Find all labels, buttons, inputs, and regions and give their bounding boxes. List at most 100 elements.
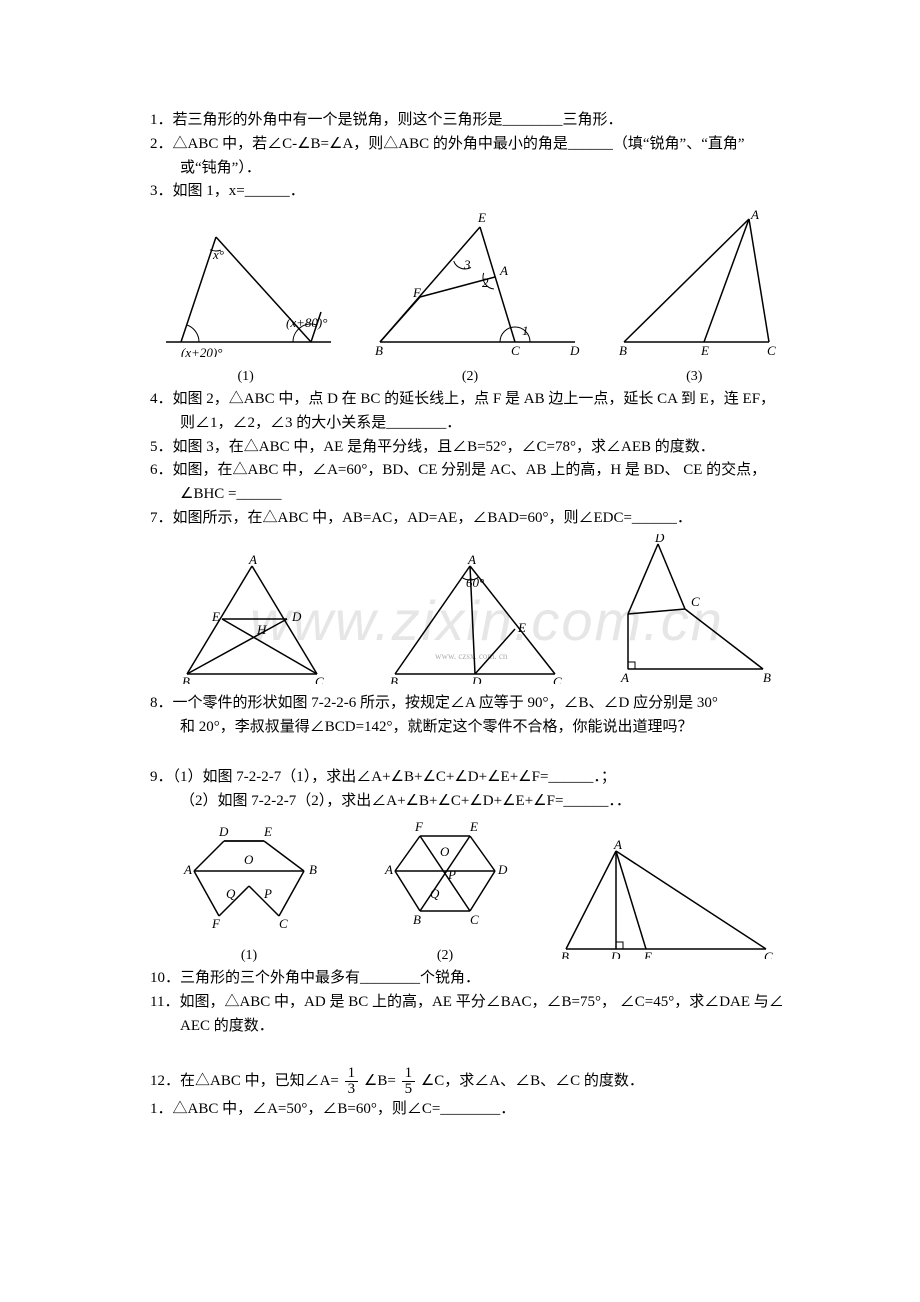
- svg-text:B: B: [619, 343, 627, 357]
- svg-text:A: A: [384, 862, 393, 877]
- svg-text:A: A: [467, 554, 476, 567]
- figure-1-1: x° (x+20)° (x+80)°: [161, 207, 331, 357]
- svg-text:D: D: [654, 534, 665, 545]
- q12a-span: 12．在△ABC 中，已知∠A=: [150, 1073, 339, 1089]
- svg-text:Q: Q: [226, 886, 236, 901]
- q6b-text: ∠BHC =______: [150, 484, 790, 506]
- svg-text:D: D: [569, 343, 580, 357]
- svg-text:C: C: [470, 912, 479, 927]
- svg-text:A: A: [750, 207, 759, 222]
- svg-text:H: H: [256, 622, 267, 637]
- svg-text:B: B: [182, 674, 190, 684]
- caption-3-1: (1): [164, 946, 334, 966]
- svg-text:x°: x°: [212, 247, 224, 262]
- q11b-text: AEC 的度数．: [150, 1016, 790, 1038]
- q2-text: 2．△ABC 中，若∠C-∠B=∠A，则△ABC 的外角中最小的角是______…: [150, 134, 790, 156]
- q9a-text: 9．（1）如图 7-2-2-7（1），求出∠A+∠B+∠C+∠D+∠E+∠F=_…: [150, 767, 790, 789]
- svg-text:A: A: [248, 554, 257, 567]
- svg-text:E: E: [263, 824, 272, 839]
- svg-text:E: E: [517, 620, 526, 635]
- caption-1-3: (3): [609, 367, 779, 387]
- svg-text:C: C: [315, 674, 324, 684]
- svg-text:A: A: [183, 862, 192, 877]
- svg-text:D: D: [291, 609, 302, 624]
- svg-text:(x+20)°: (x+20)°: [181, 345, 222, 357]
- svg-text:D: D: [497, 862, 508, 877]
- svg-text:B: B: [561, 949, 569, 959]
- q2b-text: 或“钝角”）．: [150, 158, 790, 180]
- q12b-span: ∠B=: [364, 1073, 396, 1089]
- svg-text:F: F: [412, 285, 422, 300]
- svg-text:E: E: [700, 343, 709, 357]
- frac2-bot: 5: [402, 1082, 416, 1097]
- svg-text:A: A: [620, 670, 629, 684]
- svg-text:A: A: [499, 263, 508, 278]
- svg-text:E: E: [643, 949, 652, 959]
- svg-text:D: D: [218, 824, 229, 839]
- frac2-top: 1: [402, 1066, 416, 1082]
- q12-text: 12．在△ABC 中，已知∠A= 13 ∠B= 15 ∠C，求∠A、∠B、∠C …: [150, 1066, 790, 1097]
- q6-text: 6．如图，在△ABC 中，∠A=60°，BD、CE 分别是 AC、AB 上的高，…: [150, 460, 790, 482]
- svg-text:1: 1: [522, 323, 529, 338]
- svg-text:O: O: [440, 844, 450, 859]
- svg-text:C: C: [279, 916, 288, 931]
- svg-text:B: B: [763, 670, 771, 684]
- svg-text:A: A: [613, 839, 622, 852]
- svg-text:C: C: [691, 594, 700, 609]
- figure-row-3: DEOABQPFC (1) FEOADPQBC (2) ABDEC: [150, 816, 790, 966]
- q7-text: 7．如图所示，在△ABC 中，AB=AC，AD=AE，∠BAD=60°，则∠ED…: [150, 508, 790, 530]
- q10-text: 10．三角形的三个外角中最多有________个锐角．: [150, 968, 790, 990]
- q4b-text: 则∠1，∠2，∠3 的大小关系是________．: [150, 413, 790, 435]
- fraction-1-5: 15: [402, 1066, 416, 1097]
- svg-text:C: C: [767, 343, 776, 357]
- svg-text:F: F: [211, 916, 221, 931]
- svg-text:B: B: [413, 912, 421, 927]
- svg-text:(x+80)°: (x+80)°: [286, 315, 327, 330]
- fraction-1-3: 13: [345, 1066, 359, 1097]
- figure-row-1: x°(x+20)°(x+80)° (1) EAFBCD123 (2) ABEC …: [150, 207, 790, 387]
- q8b-text: 和 20°，李叔叔量得∠BCD=142°，就断定这个零件不合格，你能说出道理吗？: [150, 717, 790, 739]
- svg-text:B: B: [309, 862, 317, 877]
- figure-1-3: A B E C: [609, 207, 779, 357]
- svg-text:E: E: [211, 609, 220, 624]
- svg-text:E: E: [477, 210, 486, 225]
- figure-2-3: D C A B: [613, 534, 773, 684]
- svg-text:Q: Q: [430, 886, 440, 901]
- svg-text:P: P: [447, 867, 456, 882]
- q5-text: 5．如图 3，在△ABC 中，AE 是角平分线，且∠B=52°，∠C=78°，求…: [150, 437, 790, 459]
- svg-text:D: D: [471, 674, 482, 684]
- figure-3-1: D EO A B Q P F C: [164, 816, 334, 936]
- figure-row-2: A E H D B C A 60° E B D C D C A B: [150, 534, 790, 692]
- svg-text:B: B: [375, 343, 383, 357]
- q3-text: 3．如图 1，x=______．: [150, 181, 790, 203]
- svg-text:C: C: [553, 674, 562, 684]
- svg-text:2: 2: [482, 275, 489, 290]
- caption-3-2: (2): [370, 946, 520, 966]
- svg-text:D: D: [610, 949, 621, 959]
- q9b-text: （2）如图 7-2-2-7（2），求出∠A+∠B+∠C+∠D+∠E+∠F=___…: [150, 791, 790, 813]
- frac1-top: 1: [345, 1066, 359, 1082]
- figure-3-3: A B D E C: [556, 839, 776, 959]
- q11-text: 11．如图，△ABC 中，AD 是 BC 上的高，AE 平分∠BAC，∠B=75…: [150, 992, 790, 1014]
- svg-text:C: C: [511, 343, 520, 357]
- svg-text:C: C: [764, 949, 773, 959]
- svg-text:F: F: [414, 819, 424, 834]
- q4-text: 4．如图 2，△ABC 中，点 D 在 BC 的延长线上，点 F 是 AB 边上…: [150, 389, 790, 411]
- q13-text: 1．△ABC 中，∠A=50°，∠B=60°，则∠C=________．: [150, 1099, 790, 1121]
- svg-text:O: O: [244, 852, 254, 867]
- frac1-bot: 3: [345, 1082, 359, 1097]
- q1-text: 1．若三角形的外角中有一个是锐角，则这个三角形是________三角形．: [150, 110, 790, 132]
- caption-1-1: (1): [161, 367, 331, 387]
- caption-1-2: (2): [360, 367, 580, 387]
- figure-2-1: A E H D B C: [167, 554, 337, 684]
- figure-1-2: E A F B C D 1 23: [360, 207, 580, 357]
- svg-text:P: P: [263, 886, 272, 901]
- q12c-span: ∠C，求∠A、∠B、∠C 的度数．: [421, 1073, 644, 1089]
- figure-3-2: F E O A D PQB C: [370, 816, 520, 936]
- svg-text:3: 3: [463, 257, 471, 272]
- figure-2-2: A 60° E B D C: [380, 554, 570, 684]
- q8-text: 8．一个零件的形状如图 7-2-2-6 所示，按规定∠A 应等于 90°，∠B、…: [150, 693, 790, 715]
- svg-text:E: E: [469, 819, 478, 834]
- svg-text:B: B: [390, 674, 398, 684]
- svg-text:60°: 60°: [466, 575, 484, 590]
